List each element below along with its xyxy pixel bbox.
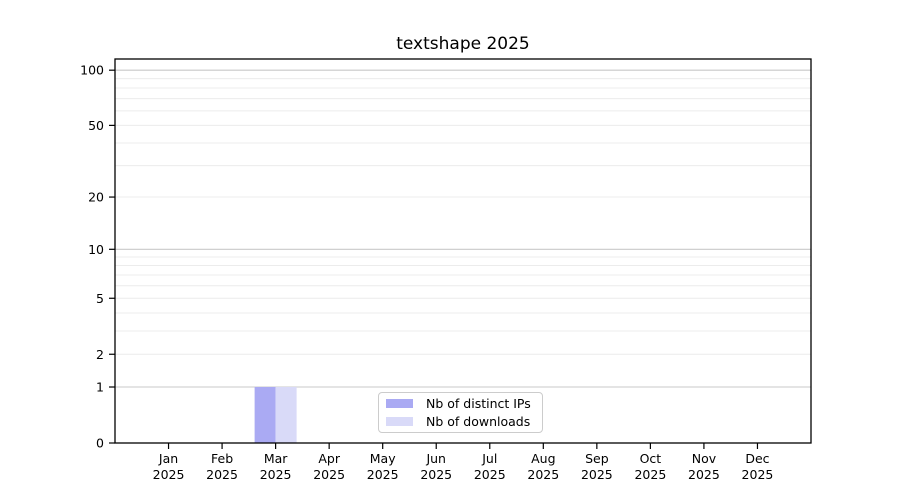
legend-item-distinct-ips: Nb of distinct IPs <box>379 395 542 412</box>
x-tick-label-month: Jun <box>425 451 446 466</box>
legend: Nb of distinct IPs Nb of downloads <box>378 392 543 433</box>
x-tick-label-year: 2025 <box>420 467 452 482</box>
y-tick-label: 1 <box>96 380 104 395</box>
x-tick-label-month: Mar <box>264 451 288 466</box>
legend-label: Nb of downloads <box>426 413 531 429</box>
chart-title: textshape 2025 <box>396 34 530 54</box>
x-tick-label-month: May <box>370 451 396 466</box>
x-tick-label-year: 2025 <box>367 467 399 482</box>
x-tick-label-month: Oct <box>640 451 662 466</box>
plot-frame <box>114 58 812 444</box>
x-tick-label-month: Feb <box>211 451 233 466</box>
x-tick-label-year: 2025 <box>742 467 774 482</box>
x-tick-label-year: 2025 <box>688 467 720 482</box>
bar-mar-distinct-ips <box>254 387 276 443</box>
x-tick-label-month: Jan <box>158 451 178 466</box>
x-tick-label-year: 2025 <box>153 467 185 482</box>
y-tick-label: 20 <box>88 190 104 205</box>
y-tick-label: 5 <box>96 291 104 306</box>
x-tick-label-month: Jul <box>481 451 497 466</box>
x-tick-label-month: Nov <box>692 451 717 466</box>
y-tick-label: 50 <box>88 118 104 133</box>
y-tick-label: 100 <box>80 63 104 78</box>
x-tick-label-year: 2025 <box>260 467 292 482</box>
y-tick-label: 10 <box>88 242 104 257</box>
x-tick-label-month: Apr <box>318 451 340 466</box>
x-tick-label-month: Dec <box>745 451 769 466</box>
x-tick-label-year: 2025 <box>527 467 559 482</box>
x-tick-label-year: 2025 <box>634 467 666 482</box>
legend-label: Nb of distinct IPs <box>426 396 531 412</box>
x-tick-label-year: 2025 <box>581 467 613 482</box>
x-tick-label-month: Aug <box>531 451 555 466</box>
y-tick-label: 0 <box>96 436 104 451</box>
legend-swatch-distinct-ips <box>386 399 413 409</box>
x-tick-label-year: 2025 <box>313 467 345 482</box>
bar-mar-downloads <box>275 387 297 443</box>
x-tick-label-month: Sep <box>585 451 609 466</box>
legend-swatch-downloads <box>386 416 413 426</box>
x-tick-label-year: 2025 <box>206 467 238 482</box>
y-tick-label: 2 <box>96 347 104 362</box>
legend-item-downloads: Nb of downloads <box>379 413 542 430</box>
x-tick-label-year: 2025 <box>474 467 506 482</box>
